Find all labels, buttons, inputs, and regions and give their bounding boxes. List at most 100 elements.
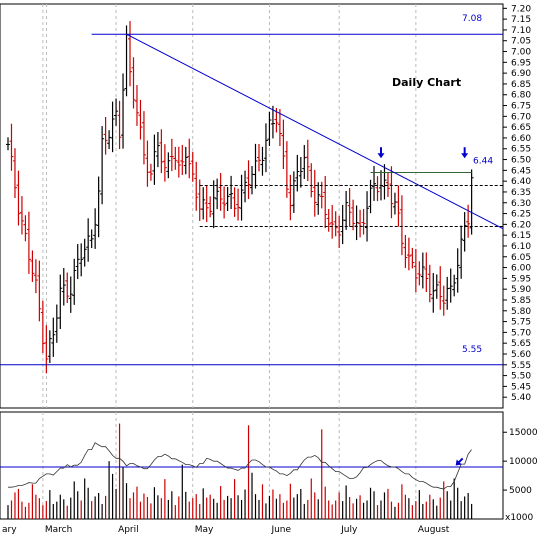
price-bar xyxy=(131,57,136,109)
price-bar xyxy=(187,138,192,179)
price-bar xyxy=(68,276,73,313)
price-bar xyxy=(128,21,133,87)
price-bar xyxy=(211,180,216,229)
price-bar xyxy=(169,138,174,172)
support-label: 5.55 xyxy=(462,345,482,355)
price-bar xyxy=(427,264,432,303)
x-month-label: August xyxy=(418,525,450,535)
y-tick-label: 5.75 xyxy=(511,318,531,328)
price-bar xyxy=(218,172,223,211)
price-bar xyxy=(260,146,265,176)
price-bar xyxy=(23,215,28,242)
price-bar xyxy=(284,141,289,198)
price-bar xyxy=(330,205,335,239)
price-bar xyxy=(270,105,275,139)
price-bar xyxy=(194,161,199,211)
price-bar xyxy=(385,172,390,197)
y-tick-label: 6.70 xyxy=(511,112,531,122)
price-bar xyxy=(86,218,91,262)
price-bar xyxy=(173,146,178,170)
y-tick-label: 6.55 xyxy=(511,145,531,155)
x-month-label: March xyxy=(45,525,72,535)
price-bar xyxy=(26,211,31,274)
price-bar xyxy=(148,163,153,181)
y-tick-label: 6.85 xyxy=(511,80,531,90)
price-bar xyxy=(145,140,150,187)
price-bar xyxy=(121,73,126,149)
price-bar xyxy=(215,178,220,210)
price-bar xyxy=(61,268,66,306)
price-bar xyxy=(263,123,268,173)
price-bar xyxy=(277,109,282,147)
price-bar xyxy=(368,179,373,214)
price-bar xyxy=(340,204,345,245)
y-tick-label: 7.05 xyxy=(511,37,531,47)
price-bar xyxy=(236,188,241,221)
price-bar xyxy=(225,186,230,212)
price-bar xyxy=(358,209,363,238)
price-bar xyxy=(455,248,460,293)
price-bar xyxy=(89,229,94,249)
price-bar xyxy=(302,145,307,179)
price-bar xyxy=(420,252,425,289)
y-tick-label: 6.25 xyxy=(511,210,531,220)
price-bar xyxy=(267,111,272,146)
x-month-label: April xyxy=(118,525,139,535)
price-bar xyxy=(441,285,446,316)
price-bar xyxy=(243,170,248,203)
price-bar xyxy=(12,148,17,199)
price-bar xyxy=(6,137,10,151)
price-bar xyxy=(375,176,380,202)
price-bar xyxy=(417,261,422,286)
price-bar xyxy=(372,165,377,201)
y-tick-label: 6.65 xyxy=(511,123,531,133)
price-bar xyxy=(413,248,418,293)
price-bar xyxy=(162,144,167,182)
price-bar xyxy=(141,111,146,165)
price-bar xyxy=(208,196,213,218)
price-bar xyxy=(319,181,324,209)
price-bar xyxy=(281,119,286,169)
arrow-head xyxy=(377,153,385,159)
arrow-head xyxy=(455,459,462,466)
y-tick-label: 7.20 xyxy=(511,4,531,14)
y-tick-label: 5.85 xyxy=(511,296,531,306)
price-bar xyxy=(382,164,387,200)
price-bar xyxy=(434,274,439,299)
price-bar xyxy=(351,199,356,231)
axis-layer: 7.207.157.107.057.006.956.906.856.806.75… xyxy=(2,4,538,535)
price-bar xyxy=(291,171,296,213)
price-bar xyxy=(58,274,63,330)
price-bar xyxy=(47,330,52,364)
y-tick-label: 5.70 xyxy=(511,328,531,338)
price-bar xyxy=(183,146,188,175)
price-bars xyxy=(6,21,474,374)
volume-unit-label: x1000 xyxy=(505,513,534,523)
price-bar xyxy=(103,116,108,155)
price-bar xyxy=(295,154,300,192)
y-tick-label: 6.60 xyxy=(511,134,531,144)
price-bar xyxy=(159,129,164,174)
price-bar xyxy=(392,192,397,215)
arrow-down-icon xyxy=(461,147,469,159)
y-tick-label: 5.55 xyxy=(511,361,531,371)
price-bar xyxy=(33,259,38,294)
price-bar xyxy=(344,190,349,230)
price-bar xyxy=(190,151,195,182)
y-tick-label: 5.50 xyxy=(511,372,531,382)
price-bar xyxy=(19,196,24,235)
price-bar xyxy=(459,225,464,279)
y-tick-label: 7.15 xyxy=(511,15,531,25)
price-bar xyxy=(114,98,119,126)
price-bar xyxy=(176,146,181,178)
price-bar xyxy=(44,325,49,374)
price-bar xyxy=(40,300,45,354)
overlay-lines: 7.08 5.55 6.44 xyxy=(0,14,504,366)
price-bar xyxy=(107,130,112,150)
price-bar xyxy=(333,211,338,237)
y-tick-label: 5.95 xyxy=(511,274,531,284)
y-tick-label: 5.45 xyxy=(511,382,531,392)
price-bar xyxy=(180,144,185,175)
price-bar xyxy=(93,208,98,249)
